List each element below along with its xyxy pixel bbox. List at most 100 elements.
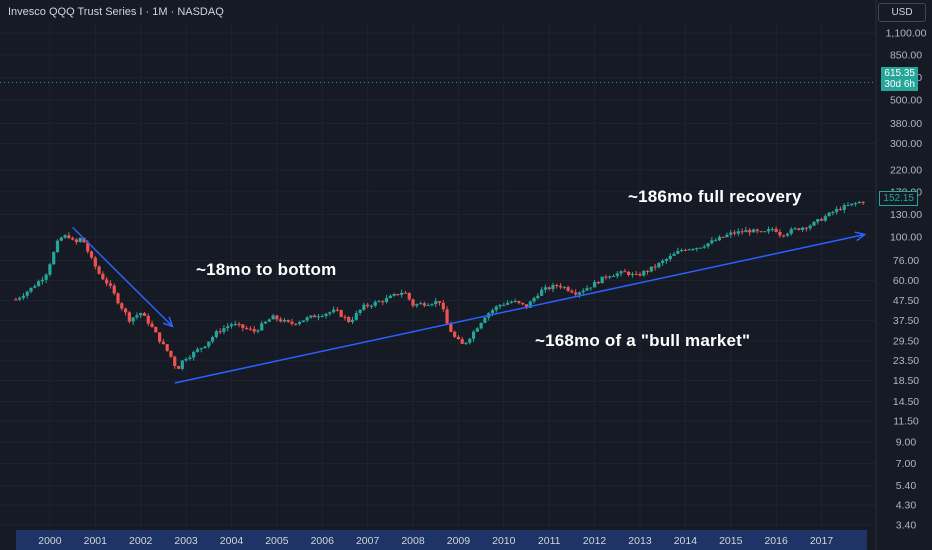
candle-body xyxy=(384,298,389,303)
candle-body xyxy=(407,292,411,300)
candle-body xyxy=(381,301,385,303)
candle-body xyxy=(774,228,778,232)
candle-body xyxy=(214,331,218,338)
candle-body xyxy=(706,243,710,247)
y-tick-label: 4.30 xyxy=(896,499,917,511)
candle-body xyxy=(358,309,362,314)
candle-body xyxy=(755,229,759,232)
candle-body xyxy=(521,302,525,305)
candle-body xyxy=(366,304,370,307)
candle-body xyxy=(581,290,585,293)
time-axis-selection[interactable] xyxy=(15,530,867,550)
candle-body xyxy=(335,309,339,311)
y-tick-label: 380.00 xyxy=(890,118,922,130)
x-tick-label: 2003 xyxy=(174,535,198,547)
candle-body xyxy=(18,297,22,300)
trend-arrow-head xyxy=(854,231,867,242)
trend-arrow[interactable] xyxy=(174,233,865,384)
candle-body xyxy=(838,208,843,210)
candle-body xyxy=(835,208,839,213)
candle-body xyxy=(263,321,268,324)
candle-body xyxy=(857,201,861,204)
candle-body xyxy=(513,301,517,303)
candle-body xyxy=(150,323,154,327)
candle-body xyxy=(271,315,275,320)
candle-body xyxy=(301,320,305,323)
current-price-badge: 152.15 xyxy=(879,191,918,206)
candle-body xyxy=(725,234,729,238)
symbol-title[interactable]: Invesco QQQ Trust Series I · 1M · NASDAQ xyxy=(8,6,224,18)
candle-body xyxy=(377,301,381,303)
candle-body xyxy=(551,284,555,290)
candle-body xyxy=(816,219,820,222)
candle-body xyxy=(721,236,725,238)
candle-body xyxy=(229,324,234,327)
candle-body xyxy=(577,292,582,295)
candle-body xyxy=(195,349,200,352)
y-tick-label: 130.00 xyxy=(890,209,922,221)
candle-body xyxy=(524,304,529,308)
candle-body xyxy=(241,324,245,328)
candle-body xyxy=(332,309,336,313)
candle-body xyxy=(740,231,744,233)
candle-body xyxy=(184,359,188,361)
x-tick-label: 2004 xyxy=(220,535,244,547)
candle-body xyxy=(36,281,41,287)
candle-body xyxy=(494,306,498,311)
candle-body xyxy=(176,366,181,369)
x-tick-label: 2012 xyxy=(583,535,607,547)
candle-body xyxy=(161,341,165,345)
drop-arrow[interactable] xyxy=(72,226,174,327)
candle-body xyxy=(415,304,419,306)
candle-body xyxy=(812,221,816,226)
candle-body xyxy=(21,295,26,298)
candle-body xyxy=(827,212,831,217)
candle-body xyxy=(585,288,589,291)
candle-body xyxy=(589,287,593,289)
candle-body xyxy=(305,317,309,321)
candle-body xyxy=(188,357,192,360)
candle-body xyxy=(608,276,612,278)
candle-body xyxy=(260,323,264,331)
candle-body xyxy=(233,323,237,325)
candle-body xyxy=(630,273,635,275)
candle-body xyxy=(324,313,328,316)
candle-body xyxy=(517,301,521,303)
candle-body xyxy=(71,238,75,240)
candle-body xyxy=(759,231,763,233)
candle-body xyxy=(139,313,143,316)
candle-body xyxy=(203,346,207,349)
candle-body xyxy=(562,287,566,289)
x-tick-label: 2008 xyxy=(401,535,425,547)
candle-body xyxy=(778,231,782,236)
candle-body xyxy=(528,301,532,308)
candle-body xyxy=(475,328,479,332)
candle-body xyxy=(653,266,657,268)
candle-body xyxy=(29,287,33,292)
candle-body xyxy=(702,246,706,248)
candle-body xyxy=(97,266,101,274)
candle-body xyxy=(339,310,343,317)
candle-body xyxy=(396,293,400,295)
currency-button[interactable]: USD xyxy=(878,3,926,22)
candle-body xyxy=(782,235,786,237)
candle-body xyxy=(471,331,476,339)
candle-body xyxy=(55,240,60,253)
candle-body xyxy=(801,227,805,230)
candle-body xyxy=(222,328,226,332)
y-tick-label: 100.00 xyxy=(890,232,922,244)
candle-body xyxy=(245,327,249,329)
candle-body xyxy=(566,287,570,291)
candle-body xyxy=(649,266,653,272)
candle-body xyxy=(634,273,638,275)
candle-body xyxy=(751,229,756,233)
candle-body xyxy=(445,309,449,324)
candle-body xyxy=(392,293,396,296)
candle-body xyxy=(116,293,120,304)
candle-body xyxy=(729,232,733,235)
candle-body xyxy=(698,247,703,249)
candle-body xyxy=(52,252,56,265)
candle-body xyxy=(120,303,124,309)
candle-body xyxy=(714,240,718,242)
